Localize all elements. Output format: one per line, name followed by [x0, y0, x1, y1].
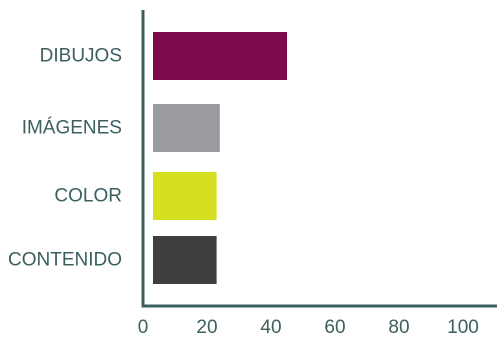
category-label-contenido: CONTENIDO	[8, 250, 122, 271]
x-tick-label-60: 60	[324, 317, 345, 337]
category-label-imagenes: IMÁGENES	[22, 118, 122, 139]
x-tick-label-40: 40	[260, 317, 281, 337]
x-tick-label-0: 0	[138, 317, 149, 337]
bar-color	[153, 172, 217, 220]
category-labels: DIBUJOS IMÁGENES COLOR CONTENIDO	[8, 46, 122, 271]
category-label-dibujos: DIBUJOS	[40, 46, 122, 67]
x-tick-label-20: 20	[196, 317, 217, 337]
x-tick-label-100: 100	[447, 317, 479, 337]
bar-imagenes	[153, 104, 220, 152]
x-tick-labels: 0 20 40 60 80 100	[138, 317, 479, 337]
x-tick-label-80: 80	[388, 317, 409, 337]
category-label-color: COLOR	[54, 186, 122, 207]
bar-contenido	[153, 236, 217, 284]
bar-dibujos	[153, 32, 287, 80]
bars-group	[153, 32, 287, 284]
